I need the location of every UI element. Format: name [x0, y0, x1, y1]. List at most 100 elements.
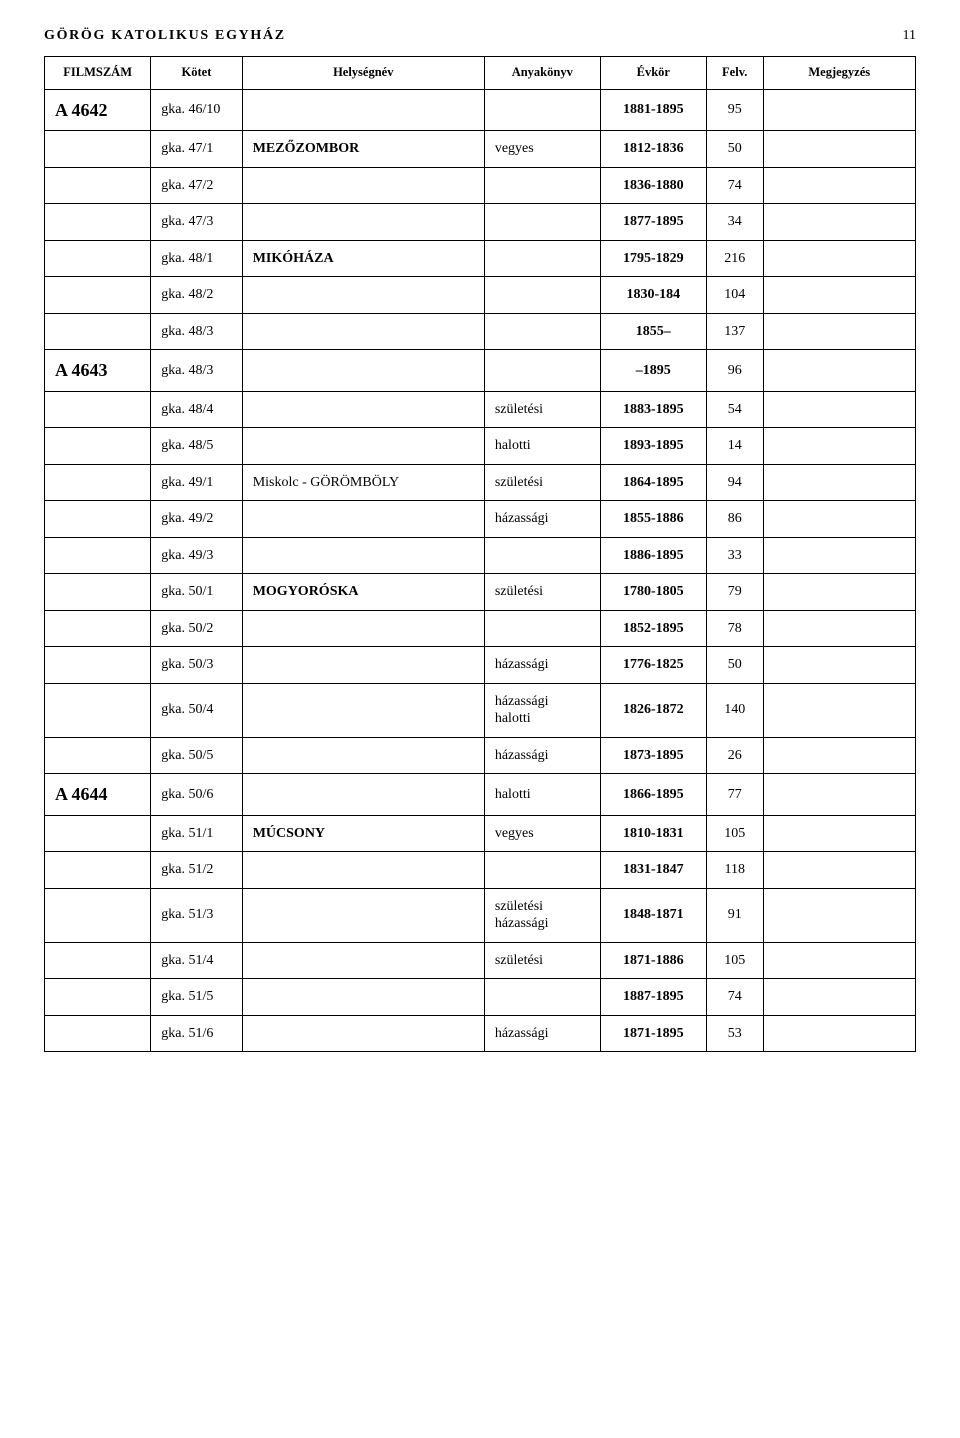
cell-felv: 104 — [706, 277, 763, 314]
cell-kotet: gka. 47/3 — [151, 204, 242, 241]
cell-helysegnev — [242, 647, 484, 684]
cell-helysegnev — [242, 428, 484, 465]
cell-anyakonyv: házassági — [484, 1015, 600, 1052]
cell-evkor: –1895 — [600, 350, 706, 392]
table-row: gka. 50/1MOGYORÓSKAszületési1780-180579 — [45, 574, 916, 611]
table-row: gka. 49/2házassági1855-188686 — [45, 501, 916, 538]
cell-helysegnev — [242, 979, 484, 1016]
cell-felv: 34 — [706, 204, 763, 241]
table-row: gka. 50/4házasságihalotti1826-1872140 — [45, 683, 916, 737]
col-kotet: Kötet — [151, 57, 242, 90]
cell-megjegyzes — [763, 815, 915, 852]
cell-megjegyzes — [763, 537, 915, 574]
cell-megjegyzes — [763, 610, 915, 647]
cell-helysegnev — [242, 313, 484, 350]
cell-filmszam — [45, 647, 151, 684]
table-row: gka. 51/4születési1871-1886105 — [45, 942, 916, 979]
cell-filmszam — [45, 737, 151, 774]
col-filmszam: FILMSZÁM — [45, 57, 151, 90]
cell-filmszam — [45, 131, 151, 168]
cell-evkor: 1831-1847 — [600, 852, 706, 889]
cell-anyakonyv: születési — [484, 574, 600, 611]
cell-kotet: gka. 50/4 — [151, 683, 242, 737]
table-row: gka. 51/3születésiházassági1848-187191 — [45, 888, 916, 942]
table-row: A 4643gka. 48/3–189596 — [45, 350, 916, 392]
col-helysegnev: Helységnév — [242, 57, 484, 90]
cell-helysegnev: Miskolc - GÖRÖMBÖLY — [242, 464, 484, 501]
cell-filmszam — [45, 888, 151, 942]
running-header: GÖRÖG KATOLIKUS EGYHÁZ 11 — [44, 28, 916, 44]
cell-evkor: 1826-1872 — [600, 683, 706, 737]
col-megjegyzes: Megjegyzés — [763, 57, 915, 90]
cell-megjegyzes — [763, 852, 915, 889]
cell-evkor: 1852-1895 — [600, 610, 706, 647]
cell-helysegnev — [242, 167, 484, 204]
cell-evkor: 1871-1895 — [600, 1015, 706, 1052]
cell-evkor: 1877-1895 — [600, 204, 706, 241]
cell-filmszam: A 4643 — [45, 350, 151, 392]
cell-megjegyzes — [763, 574, 915, 611]
cell-evkor: 1881-1895 — [600, 89, 706, 131]
cell-anyakonyv — [484, 313, 600, 350]
cell-anyakonyv — [484, 537, 600, 574]
table-row: gka. 51/21831-1847118 — [45, 852, 916, 889]
cell-filmszam — [45, 942, 151, 979]
cell-filmszam — [45, 428, 151, 465]
cell-kotet: gka. 49/2 — [151, 501, 242, 538]
cell-felv: 78 — [706, 610, 763, 647]
cell-megjegyzes — [763, 89, 915, 131]
cell-anyakonyv: vegyes — [484, 815, 600, 852]
cell-megjegyzes — [763, 979, 915, 1016]
cell-anyakonyv: születési — [484, 942, 600, 979]
cell-filmszam — [45, 313, 151, 350]
cell-megjegyzes — [763, 131, 915, 168]
records-table: FILMSZÁM Kötet Helységnév Anyakönyv Évkö… — [44, 56, 916, 1052]
cell-kotet: gka. 47/1 — [151, 131, 242, 168]
table-row: gka. 47/1MEZŐZOMBORvegyes1812-183650 — [45, 131, 916, 168]
cell-megjegyzes — [763, 683, 915, 737]
cell-felv: 14 — [706, 428, 763, 465]
cell-anyakonyv: születési — [484, 464, 600, 501]
cell-filmszam — [45, 574, 151, 611]
cell-evkor: 1795-1829 — [600, 240, 706, 277]
table-row: A 4642gka. 46/101881-189595 — [45, 89, 916, 131]
cell-felv: 77 — [706, 774, 763, 816]
cell-megjegyzes — [763, 464, 915, 501]
cell-kotet: gka. 46/10 — [151, 89, 242, 131]
cell-evkor: 1873-1895 — [600, 737, 706, 774]
cell-filmszam — [45, 852, 151, 889]
cell-anyakonyv — [484, 240, 600, 277]
cell-kotet: gka. 49/1 — [151, 464, 242, 501]
cell-kotet: gka. 51/1 — [151, 815, 242, 852]
cell-megjegyzes — [763, 204, 915, 241]
cell-kotet: gka. 51/2 — [151, 852, 242, 889]
cell-anyakonyv: halotti — [484, 774, 600, 816]
cell-filmszam — [45, 1015, 151, 1052]
table-row: gka. 48/1MIKÓHÁZA1795-1829216 — [45, 240, 916, 277]
cell-felv: 91 — [706, 888, 763, 942]
cell-felv: 86 — [706, 501, 763, 538]
table-row: gka. 51/51887-189574 — [45, 979, 916, 1016]
cell-filmszam: A 4644 — [45, 774, 151, 816]
cell-helysegnev: MEZŐZOMBOR — [242, 131, 484, 168]
cell-anyakonyv: házassági — [484, 737, 600, 774]
cell-felv: 53 — [706, 1015, 763, 1052]
cell-felv: 94 — [706, 464, 763, 501]
cell-anyakonyv — [484, 610, 600, 647]
cell-felv: 79 — [706, 574, 763, 611]
table-row: gka. 51/1MÚCSONYvegyes1810-1831105 — [45, 815, 916, 852]
table-row: gka. 47/21836-188074 — [45, 167, 916, 204]
cell-helysegnev — [242, 852, 484, 889]
cell-anyakonyv — [484, 277, 600, 314]
cell-felv: 33 — [706, 537, 763, 574]
cell-helysegnev — [242, 683, 484, 737]
table-row: gka. 48/21830-184104 — [45, 277, 916, 314]
table-row: gka. 49/1Miskolc - GÖRÖMBÖLYszületési186… — [45, 464, 916, 501]
cell-evkor: 1812-1836 — [600, 131, 706, 168]
running-title: GÖRÖG KATOLIKUS EGYHÁZ — [44, 28, 286, 44]
cell-helysegnev — [242, 737, 484, 774]
cell-filmszam — [45, 464, 151, 501]
cell-megjegyzes — [763, 501, 915, 538]
cell-kotet: gka. 48/2 — [151, 277, 242, 314]
cell-evkor: 1866-1895 — [600, 774, 706, 816]
